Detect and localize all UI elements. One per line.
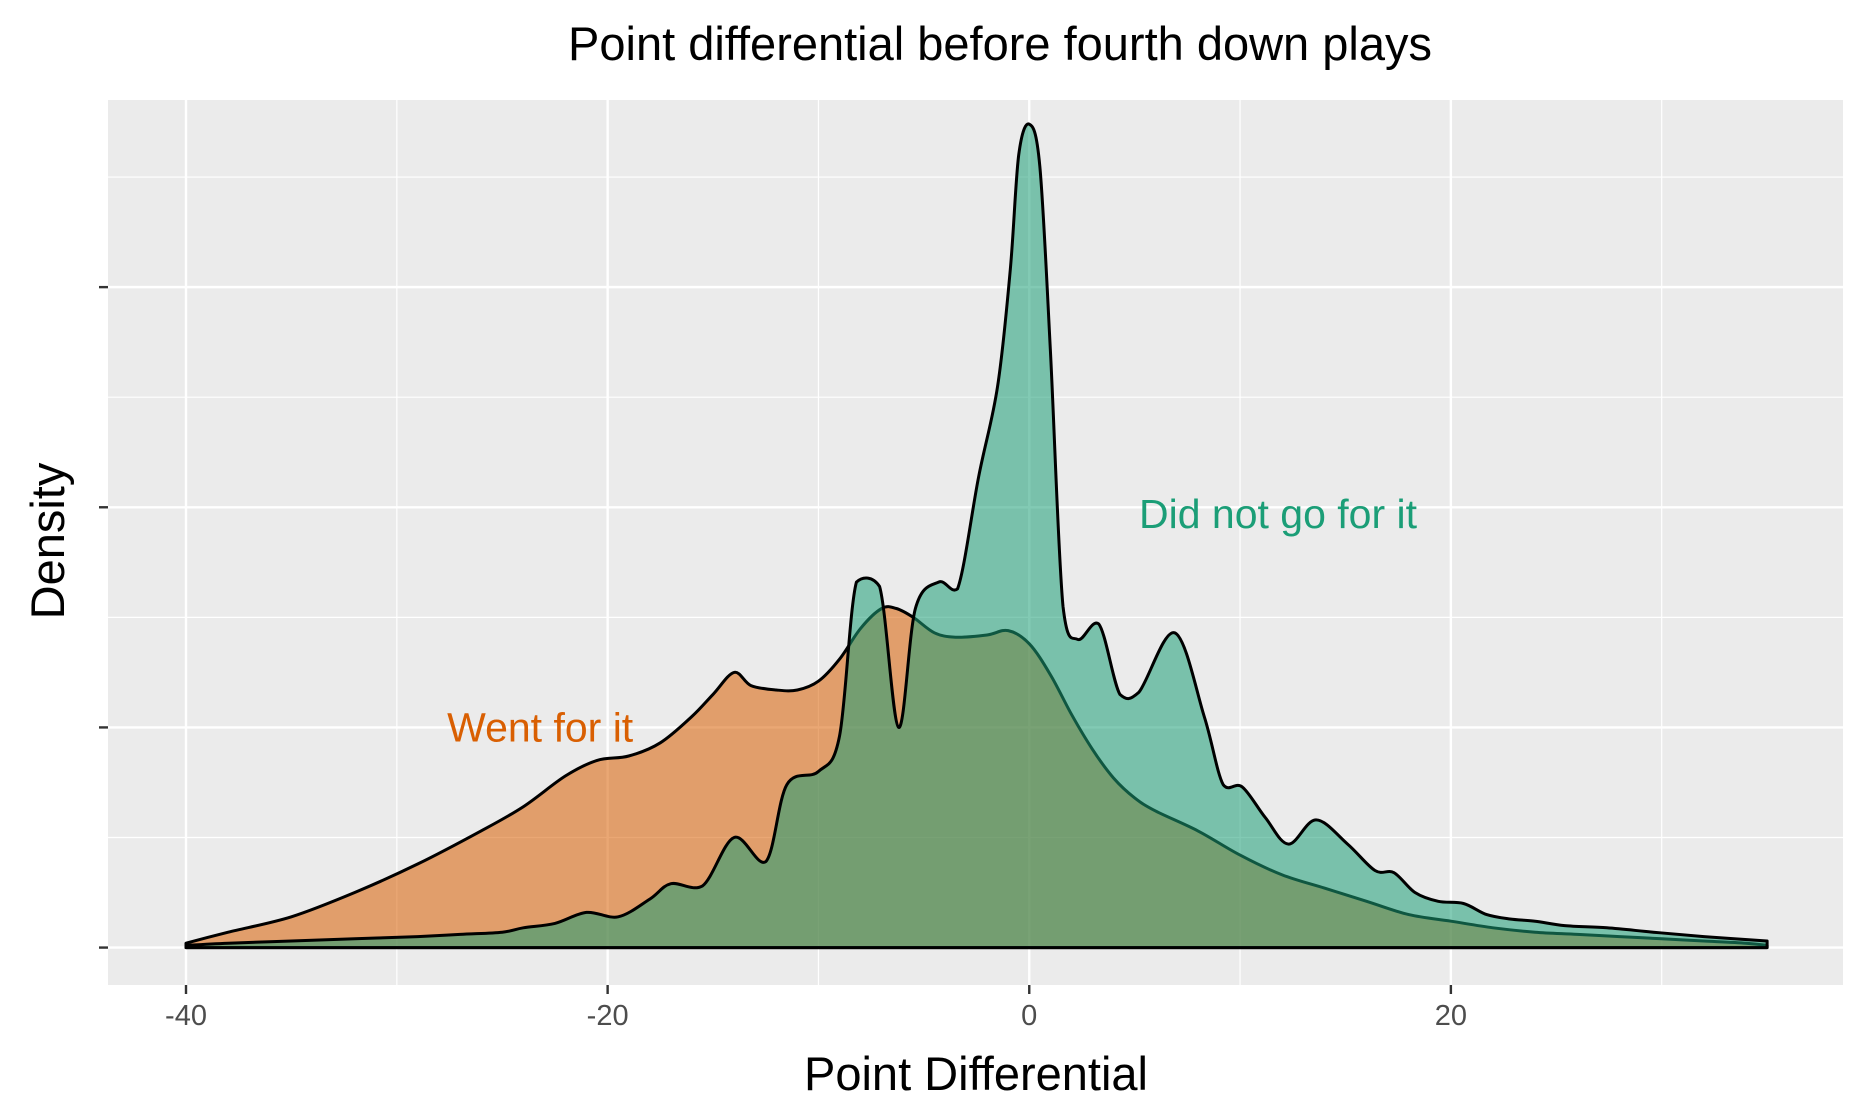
x-tick-label: 20 [1435, 1000, 1467, 1032]
x-tick-label: -20 [587, 1000, 629, 1032]
axes: -40 -20 0 20 [99, 285, 1467, 1032]
x-tick-label: 0 [1021, 1000, 1037, 1032]
annotation-did-not-go-for-it: Did not go for it [1139, 491, 1418, 537]
annotations: Went for it Did not go for it [447, 491, 1418, 751]
annotation-went-for-it: Went for it [447, 704, 634, 750]
y-axis-title: Density [21, 462, 74, 619]
x-tick-label: -40 [165, 1000, 207, 1032]
chart-title: Point differential before fourth down pl… [568, 17, 1432, 70]
density-areas [184, 122, 1769, 950]
x-axis-title: Point Differential [804, 1047, 1148, 1100]
density-area-did-not-go-for-it [184, 122, 1769, 950]
